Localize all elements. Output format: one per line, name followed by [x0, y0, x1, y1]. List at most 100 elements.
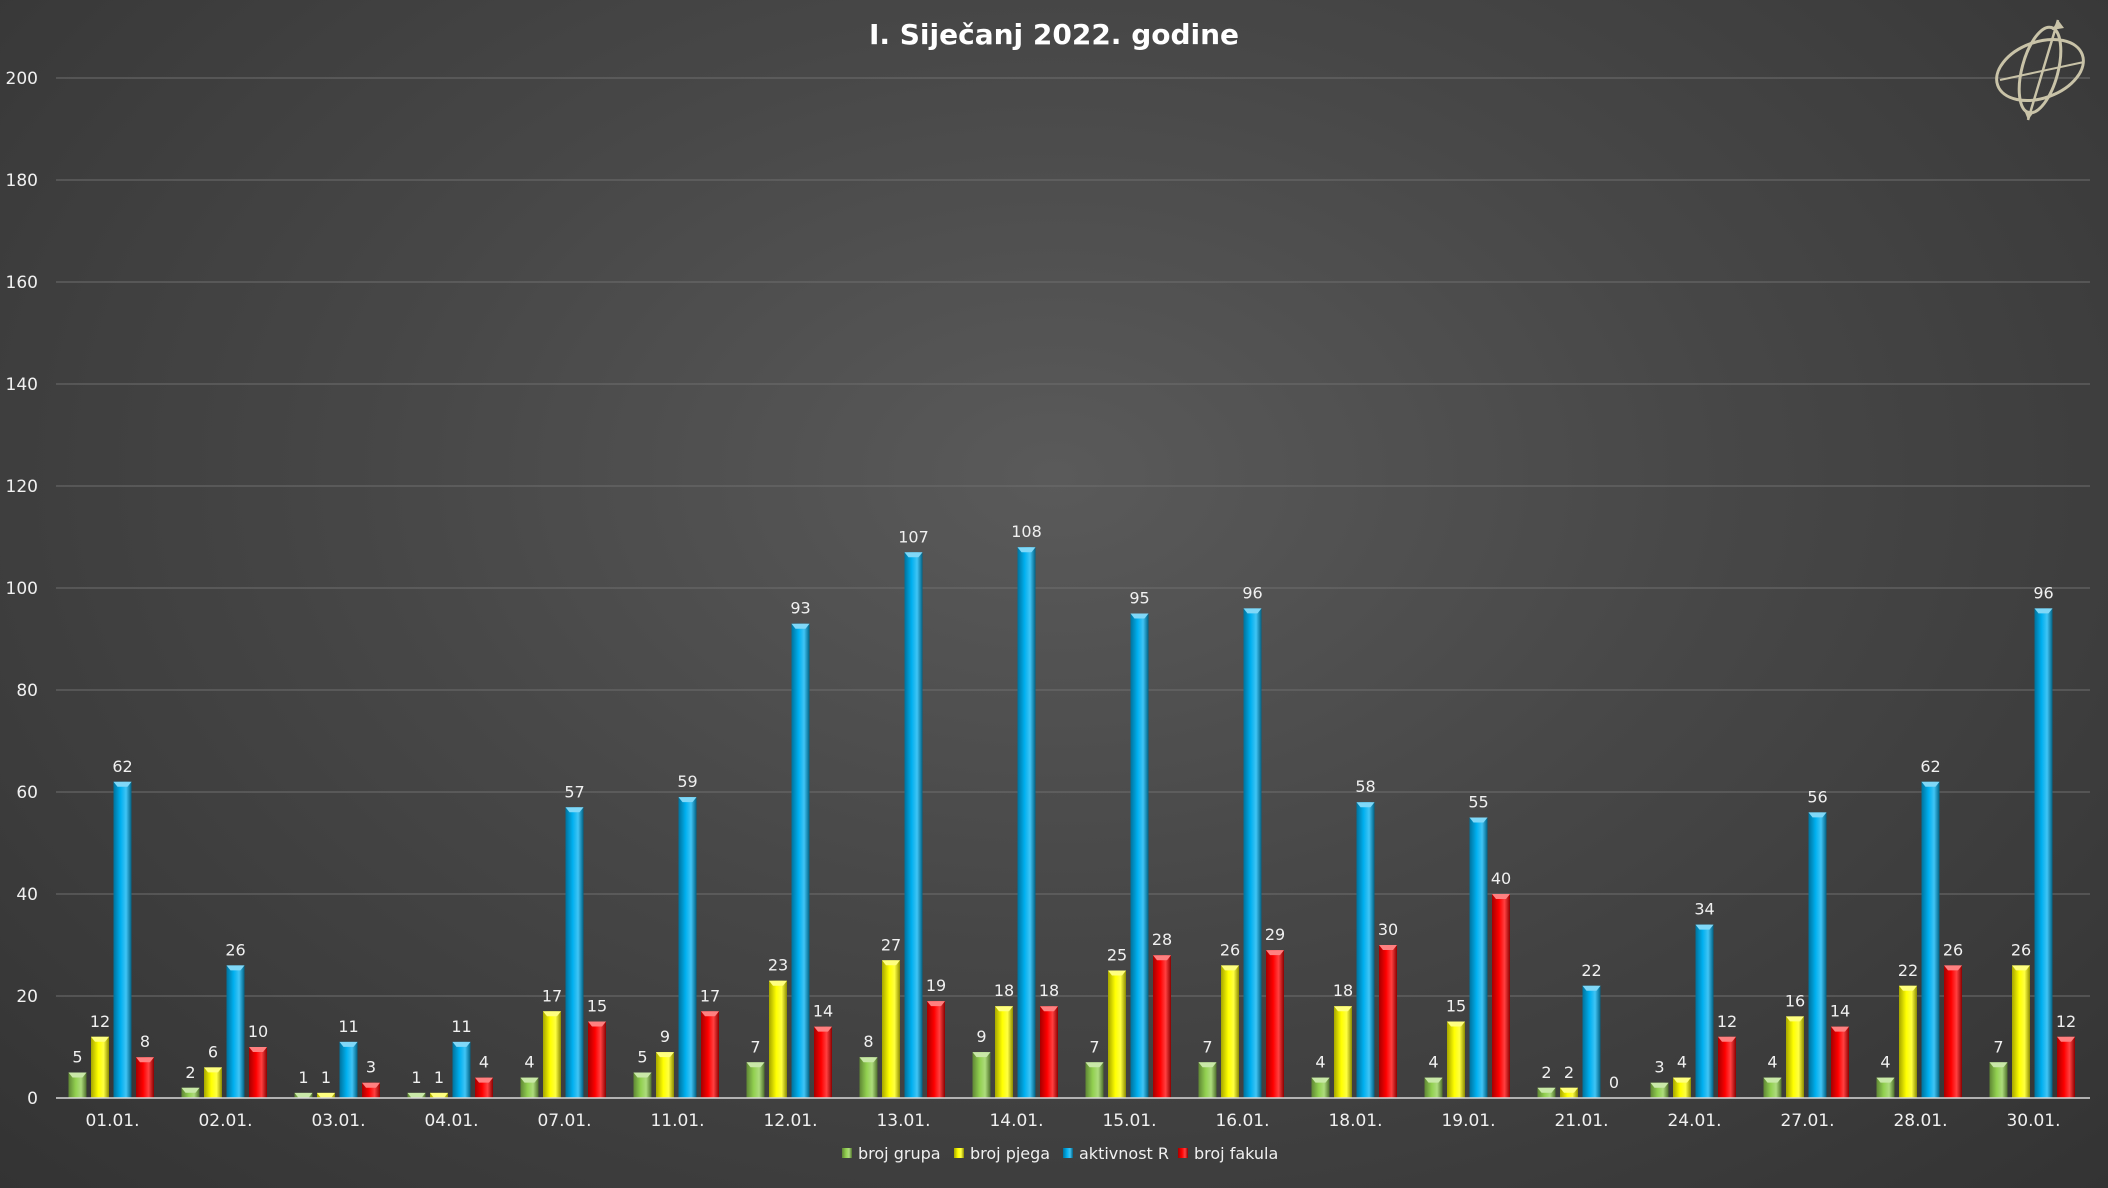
bar-broj-pjega: [1221, 965, 1239, 1098]
data-label: 1: [321, 1068, 331, 1087]
bar-cap: [1650, 1082, 1669, 1088]
bar-broj-fakula: [927, 1001, 945, 1098]
y-axis: 0 20 40 60 80 100 120 140 160 180 200: [6, 69, 38, 1109]
x-tick-label: 14.01.: [989, 1111, 1043, 1131]
bar-broj-grupa: [520, 1077, 539, 1098]
bar-broj-fakula: [588, 1021, 606, 1098]
bar-cap: [904, 552, 923, 558]
data-label: 4: [1315, 1053, 1325, 1072]
bar-cap: [1243, 608, 1262, 614]
data-label: 19: [926, 976, 946, 995]
data-label: 16: [1785, 991, 1805, 1010]
data-label: 96: [2033, 583, 2053, 602]
bar-aktivnost-R: [452, 1041, 471, 1098]
data-label: 17: [542, 986, 562, 1005]
x-tick-label: 27.01.: [1780, 1111, 1834, 1131]
legend-swatch: [1178, 1148, 1188, 1158]
data-label: 8: [863, 1032, 873, 1051]
bar-cap: [791, 623, 810, 629]
data-label: 34: [1694, 900, 1714, 919]
bar-cap: [882, 960, 900, 966]
data-label: 108: [1011, 522, 1042, 541]
y-tick-label: 160: [6, 273, 38, 293]
bar-aktivnost-R: [226, 965, 245, 1098]
bar-cap: [452, 1041, 471, 1047]
data-label: 1: [298, 1068, 308, 1087]
bar-aktivnost-R: [1130, 613, 1149, 1098]
bar-cap: [181, 1087, 200, 1093]
bar-broj-fakula: [1718, 1036, 1736, 1098]
x-tick-label: 02.01.: [198, 1111, 252, 1131]
bar-aktivnost-R: [339, 1041, 358, 1098]
bar-cap: [1673, 1077, 1691, 1083]
bar-cap: [2057, 1036, 2075, 1042]
bar-cap: [1786, 1016, 1804, 1022]
bar-broj-fakula: [1492, 894, 1510, 1098]
y-tick-label: 20: [16, 987, 38, 1007]
bar-cap: [2034, 608, 2053, 614]
bar-broj-fakula: [475, 1077, 493, 1098]
x-tick-label: 28.01.: [1893, 1111, 1947, 1131]
data-label: 58: [1355, 777, 1375, 796]
bar-broj-pjega: [204, 1067, 222, 1098]
data-label: 22: [1898, 961, 1918, 980]
bar-cap: [1989, 1062, 2008, 1068]
bar-cap: [1085, 1062, 1104, 1068]
data-label: 5: [637, 1048, 647, 1067]
bar-broj-grupa: [1085, 1062, 1104, 1098]
bar-broj-grupa: [746, 1062, 765, 1098]
bar-broj-grupa: [859, 1057, 878, 1098]
y-tick-label: 140: [6, 375, 38, 395]
data-label: 29: [1265, 925, 1285, 944]
legend-label: broj grupa: [858, 1144, 941, 1163]
bar-broj-fakula: [1266, 950, 1284, 1098]
data-label: 3: [366, 1058, 376, 1077]
bar-cap: [588, 1021, 606, 1027]
bar-broj-pjega: [1899, 985, 1917, 1098]
bar-cap: [678, 797, 697, 803]
legend-swatch: [954, 1148, 964, 1158]
bar-broj-fakula: [1944, 965, 1962, 1098]
bar-cap: [1876, 1077, 1895, 1083]
data-label: 55: [1468, 793, 1488, 812]
legend-label: broj fakula: [1194, 1144, 1278, 1163]
bar-broj-pjega: [769, 980, 787, 1098]
chart-title: I. Siječanj 2022. godine: [869, 18, 1239, 51]
bar-cap: [68, 1072, 87, 1078]
data-label: 1: [411, 1068, 421, 1087]
data-label: 59: [677, 772, 697, 791]
bar-broj-fakula: [1153, 955, 1171, 1098]
bar-broj-grupa: [972, 1052, 991, 1098]
bar-cap: [520, 1077, 539, 1083]
bar-broj-fakula: [136, 1057, 154, 1098]
data-label: 2: [1541, 1063, 1551, 1082]
bar-cap: [2012, 965, 2030, 971]
bar-cap: [1899, 985, 1917, 991]
bar-cap: [1334, 1006, 1352, 1012]
data-label: 11: [451, 1017, 471, 1036]
y-tick-label: 80: [16, 681, 38, 701]
bar-broj-pjega: [1334, 1006, 1352, 1098]
bar-cap: [1695, 924, 1714, 930]
bar-cap: [1944, 965, 1962, 971]
data-label: 96: [1242, 583, 1262, 602]
legend: broj grupa broj pjega aktivnost R broj faku…: [842, 1144, 1278, 1163]
data-label: 4: [1880, 1053, 1890, 1072]
data-label: 95: [1129, 589, 1149, 608]
legend-swatch: [842, 1148, 852, 1158]
bar-cap: [1447, 1021, 1465, 1027]
data-label: 62: [1920, 757, 1940, 776]
x-tick-label: 18.01.: [1328, 1111, 1382, 1131]
data-label: 12: [1717, 1012, 1737, 1031]
data-label: 4: [1677, 1053, 1687, 1072]
bar-cap: [204, 1067, 222, 1073]
bar-cap: [1266, 950, 1284, 956]
bar-cap: [1130, 613, 1149, 619]
bar-cap: [995, 1006, 1013, 1012]
bar-broj-grupa: [1311, 1077, 1330, 1098]
bar-cap: [226, 965, 245, 971]
bar-cap: [1921, 781, 1940, 787]
x-tick-label: 01.01.: [85, 1111, 139, 1131]
bar-cap: [769, 980, 787, 986]
